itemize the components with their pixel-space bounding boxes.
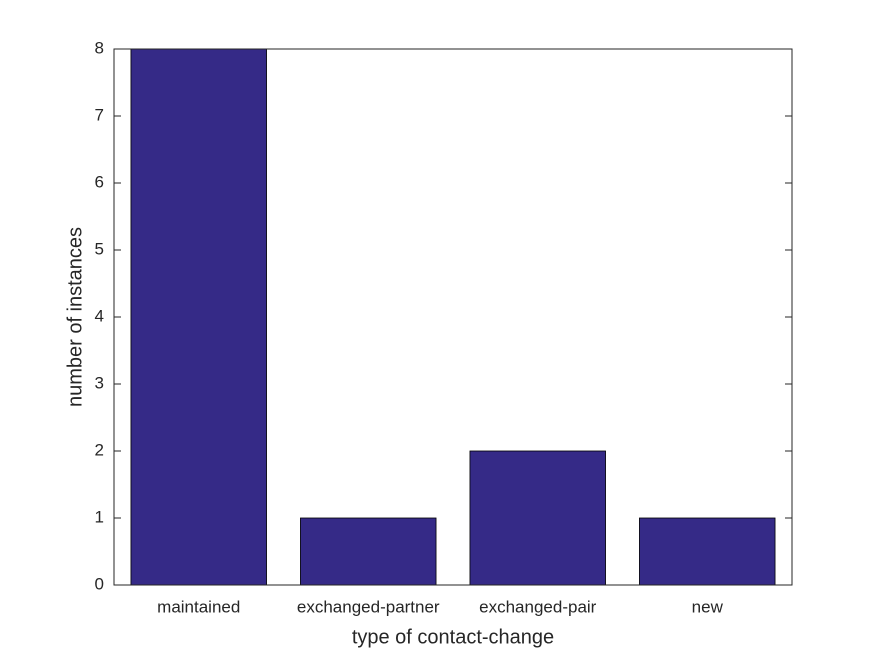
x-axis-title: type of contact-change bbox=[352, 626, 554, 648]
bar bbox=[639, 517, 776, 586]
bar bbox=[300, 517, 437, 586]
x-tick-label: maintained bbox=[157, 597, 240, 616]
y-tick-label: 3 bbox=[95, 373, 104, 392]
y-tick-label: 1 bbox=[95, 507, 104, 526]
x-tick-label: exchanged-partner bbox=[297, 597, 440, 616]
y-axis-title: number of instances bbox=[64, 227, 86, 407]
x-tick-label: exchanged-pair bbox=[479, 597, 597, 616]
bar bbox=[469, 450, 606, 586]
x-tick-label: new bbox=[692, 597, 724, 616]
y-tick-label: 5 bbox=[95, 239, 104, 258]
y-tick-label: 4 bbox=[95, 306, 104, 325]
y-tick-label: 2 bbox=[95, 440, 104, 459]
bar bbox=[130, 48, 267, 586]
y-tick-label: 7 bbox=[95, 105, 104, 124]
y-tick-label: 6 bbox=[95, 172, 104, 191]
y-tick-label: 8 bbox=[95, 38, 104, 57]
y-tick-label: 0 bbox=[95, 574, 104, 593]
